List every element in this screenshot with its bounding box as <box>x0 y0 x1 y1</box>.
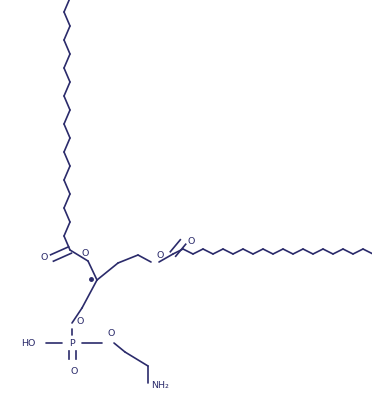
Text: O: O <box>40 253 48 263</box>
Text: O: O <box>107 329 115 338</box>
Text: O: O <box>76 316 84 325</box>
Text: P: P <box>69 338 75 347</box>
Text: O: O <box>70 367 78 376</box>
Text: O: O <box>187 237 195 246</box>
Text: O: O <box>156 250 164 259</box>
Text: O: O <box>81 248 89 257</box>
Text: HO: HO <box>21 338 35 347</box>
Text: NH₂: NH₂ <box>151 382 169 391</box>
